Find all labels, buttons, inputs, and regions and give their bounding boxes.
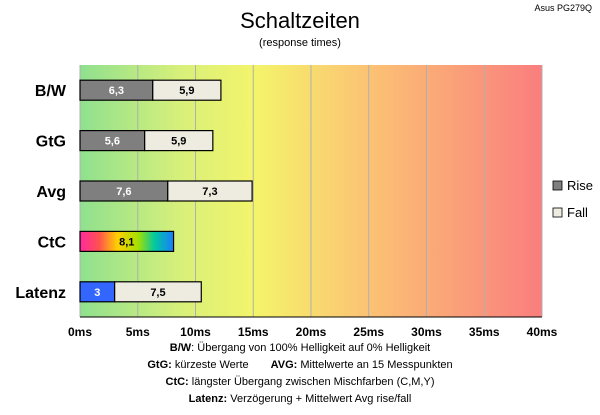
x-tick-label: 0ms (68, 325, 92, 339)
x-tick-label: 25ms (353, 325, 384, 339)
bar-value-label: 5,9 (171, 136, 186, 148)
legend-label-rise: Rise (567, 178, 593, 193)
category-label: GtG (36, 134, 66, 151)
x-tick-label: 20ms (296, 325, 327, 339)
note-text: kürzeste Werte (171, 359, 249, 371)
bar-fall (144, 130, 214, 152)
chart-subtitle: (response times) (259, 37, 341, 49)
x-tick-label: 40ms (527, 325, 558, 339)
bar-value-label: 6,3 (109, 85, 124, 97)
note-line-latenz: Latenz: Verzögerung + Mittelwert Avg ris… (0, 391, 600, 408)
category-label: CtC (38, 234, 67, 251)
legend-swatch-rise (552, 180, 563, 191)
x-tick-label: 5ms (126, 325, 150, 339)
bar-value-label: 3 (94, 287, 100, 299)
note-text: : Übergang von 100% Helligkeit auf 0% He… (191, 342, 431, 354)
bar-value-label: 7,3 (202, 186, 217, 198)
note-line-gtg-avg: GtG: kürzeste Werte AVG: Mittelwerte an 1… (0, 357, 600, 374)
bar-value-label: 5,6 (105, 136, 120, 148)
x-tick-label: 30ms (411, 325, 442, 339)
category-label: Latenz (15, 285, 66, 302)
note-line-bw: B/W: Übergang von 100% Helligkeit auf 0%… (0, 340, 600, 357)
notes-block: B/W: Übergang von 100% Helligkeit auf 0%… (0, 340, 600, 408)
category-label: B/W (35, 83, 67, 100)
chart-title: Schaltzeiten (240, 8, 360, 33)
category-labels: B/W GtG Avg CtC Latenz (15, 83, 67, 302)
monitor-model: Asus PG279Q (534, 3, 592, 13)
bar-ctc (79, 230, 175, 252)
bar-value-label: 8,1 (119, 236, 134, 248)
legend-swatch-fall (552, 207, 563, 218)
bar-fall (152, 79, 222, 101)
note-key: CtC: (165, 376, 189, 388)
note-text: Mittelwerte an 15 Messpunkten (297, 359, 453, 371)
gridlines (79, 65, 543, 317)
bar-value-label: 5,9 (179, 85, 194, 97)
note-text: Verzögerung + Mittelwert Avg rise/fall (227, 393, 412, 405)
x-tick-labels: 0ms 5ms 10ms 15ms 20ms 25ms 30ms 35ms 40ms (68, 325, 558, 339)
note-key: B/W (169, 342, 192, 354)
x-tick-label: 15ms (238, 325, 269, 339)
bar-fall (167, 180, 253, 202)
bars: 6,3 5,9 5,6 5,9 7,6 7,3 8,1 3 7,5 (79, 79, 253, 303)
category-label: Avg (36, 184, 66, 201)
legend: Rise Fall (552, 178, 593, 220)
bar-value-label: 7,5 (150, 287, 165, 299)
bar-value-label: 7,6 (116, 186, 131, 198)
note-key: Latenz: (188, 393, 228, 405)
note-key: GtG: (147, 359, 172, 371)
note-line-ctc: CtC: längster Übergang zwischen Mischfar… (0, 374, 600, 391)
x-tick-label: 35ms (469, 325, 500, 339)
bar-fall (114, 281, 202, 303)
x-tick-label: 10ms (180, 325, 211, 339)
note-text: längster Übergang zwischen Mischfarben (… (188, 376, 435, 388)
legend-label-fall: Fall (567, 205, 588, 220)
note-key: AVG: (270, 359, 298, 371)
